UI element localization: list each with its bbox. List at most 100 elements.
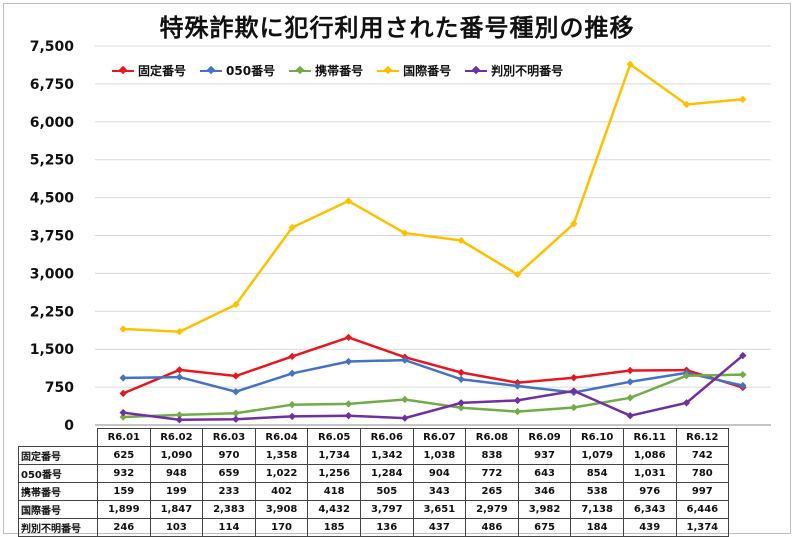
y-tick-label: 1,500 (30, 342, 75, 358)
table-row-header: 携帯番号 (18, 482, 98, 501)
data-point (175, 366, 184, 374)
data-point (457, 375, 465, 383)
y-tick-label: 0 (64, 418, 74, 434)
data-label: 1,847 (149, 500, 204, 519)
data-point (626, 394, 634, 402)
table-row: 携帯番号 159 199 233 402 418 505 343 265 346 538 976 997 (18, 482, 730, 501)
data-point (175, 327, 184, 336)
x-tick-label: R6.04 (254, 428, 309, 447)
legend-item: 判別不明番号 (465, 62, 563, 79)
legend-swatch (465, 66, 488, 76)
data-point (344, 400, 353, 408)
data-label: 970 (202, 446, 256, 465)
data-point (232, 372, 240, 380)
legend-label: 固定番号 (138, 64, 187, 78)
data-point (457, 368, 465, 377)
data-label: 343 (412, 482, 467, 501)
data-label: 742 (675, 446, 730, 465)
data-point (344, 411, 353, 420)
data-point (232, 415, 240, 423)
table-row: 国際番号 1,899 1,847 2,383 3,908 4,432 3,797 3,651 2… (18, 500, 730, 519)
data-point (288, 369, 296, 378)
data-label: 854 (570, 464, 624, 483)
data-point (513, 382, 522, 390)
data-label: 170 (254, 518, 309, 537)
y-tick-label: 4,500 (30, 191, 75, 207)
legend-item: 固定番号 (112, 62, 186, 79)
data-label: 346 (517, 482, 572, 501)
data-point (739, 95, 747, 103)
data-label: 505 (359, 482, 414, 501)
grid-lines (95, 45, 771, 426)
data-label: 1,022 (254, 464, 309, 483)
data-point (570, 403, 578, 412)
data-label: 948 (149, 464, 204, 483)
data-label: 659 (202, 464, 256, 483)
data-point (739, 381, 747, 390)
data-point (401, 414, 409, 422)
x-tick-label: R6.02 (149, 428, 204, 447)
series-lines (119, 60, 747, 424)
x-tick-label: R6.11 (622, 428, 677, 447)
y-tick-label: 5,250 (30, 153, 75, 169)
data-point (401, 395, 409, 404)
data-label: 976 (622, 482, 677, 501)
data-label: 2,979 (465, 500, 519, 519)
data-label: 6,446 (675, 500, 730, 519)
data-point (626, 60, 634, 68)
data-point (570, 387, 578, 395)
data-label: 184 (570, 518, 624, 537)
data-label: 136 (359, 518, 414, 537)
legend-label: 携帯番号 (315, 64, 364, 78)
data-label: 932 (97, 464, 151, 483)
data-label: 1,256 (307, 464, 361, 483)
data-point (288, 352, 296, 361)
table-corner (18, 428, 98, 447)
data-label: 904 (412, 464, 467, 483)
data-point (288, 401, 296, 409)
data-point (119, 413, 127, 421)
legend-label: 国際番号 (403, 64, 452, 78)
data-point (739, 351, 747, 360)
data-label: 1,284 (359, 464, 414, 483)
series-line (123, 358, 744, 394)
data-point (682, 372, 691, 380)
data-table: R6.01 R6.02 R6.03 R6.04 R6.05 R6.06 R6.07 R6.08… (18, 428, 730, 537)
legend-item: 携帯番号 (289, 62, 363, 79)
data-label: 3,651 (412, 500, 467, 519)
data-point (513, 407, 522, 416)
data-point (119, 389, 127, 398)
table-row-header: 050番号 (18, 464, 98, 483)
y-tick-label: 6,750 (30, 77, 75, 93)
data-label: 1,358 (254, 446, 309, 465)
x-tick-label: R6.06 (359, 428, 414, 447)
data-label: 159 (97, 482, 151, 501)
data-label: 997 (675, 482, 730, 501)
data-point (232, 300, 240, 309)
data-label: 937 (517, 446, 572, 465)
data-point (119, 325, 127, 333)
data-label: 1,038 (412, 446, 467, 465)
data-label: 1,031 (622, 464, 677, 483)
data-label: 1,090 (149, 446, 204, 465)
table-row-header: 判別不明番号 (18, 518, 98, 537)
data-point (288, 412, 296, 421)
x-tick-label: R6.09 (517, 428, 572, 447)
y-tick-label: 750 (45, 380, 74, 396)
data-label: 7,138 (570, 500, 624, 519)
x-tick-label: R6.07 (412, 428, 467, 447)
data-label: 439 (622, 518, 677, 537)
data-point (175, 411, 184, 419)
legend-swatch (200, 66, 223, 76)
y-tick-label: 7,500 (30, 39, 75, 55)
series-line (123, 354, 744, 422)
data-label: 3,982 (517, 500, 572, 519)
data-point (401, 229, 409, 237)
y-tick-label: 3,750 (30, 229, 75, 245)
x-tick-label: R6.12 (675, 428, 730, 447)
y-tick-label: 6,000 (30, 115, 75, 131)
data-label: 103 (149, 518, 204, 537)
x-tick-label: R6.10 (570, 428, 624, 447)
series-line (122, 336, 744, 395)
data-point (401, 356, 409, 364)
